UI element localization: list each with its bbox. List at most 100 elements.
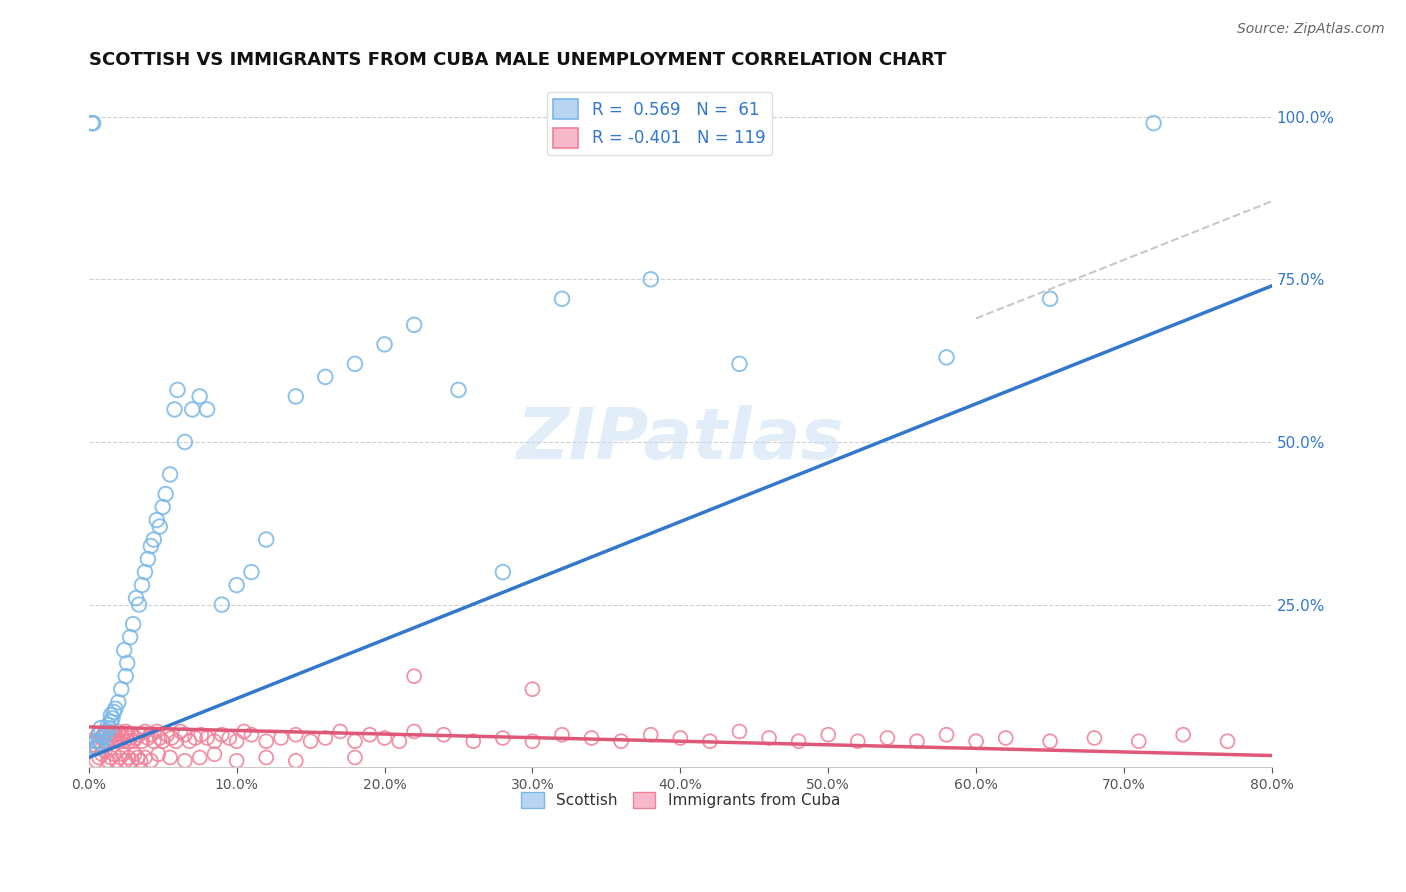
Point <box>935 351 957 365</box>
Point <box>299 734 322 748</box>
Point <box>101 724 124 739</box>
Point <box>104 728 127 742</box>
Point <box>136 552 159 566</box>
Point <box>184 731 207 745</box>
Point <box>156 728 179 742</box>
Point <box>188 750 211 764</box>
Point <box>640 728 662 742</box>
Point <box>166 383 188 397</box>
Point <box>935 728 957 742</box>
Point <box>965 734 987 748</box>
Point <box>1173 728 1195 742</box>
Point <box>93 728 115 742</box>
Point <box>142 533 165 547</box>
Point <box>173 728 195 742</box>
Point <box>165 734 187 748</box>
Point <box>152 500 174 514</box>
Point <box>163 402 186 417</box>
Point <box>669 731 692 745</box>
Point <box>84 734 107 748</box>
Point <box>1142 116 1164 130</box>
Point <box>128 598 150 612</box>
Point <box>97 734 120 748</box>
Point <box>111 747 134 762</box>
Point <box>146 513 169 527</box>
Point <box>728 357 751 371</box>
Point <box>87 750 110 764</box>
Point <box>103 734 125 748</box>
Point <box>388 734 411 748</box>
Point <box>79 734 101 748</box>
Point <box>284 754 307 768</box>
Point <box>118 734 141 748</box>
Point <box>159 467 181 482</box>
Point <box>101 711 124 725</box>
Point <box>876 731 898 745</box>
Point <box>110 682 132 697</box>
Point <box>139 728 162 742</box>
Point <box>105 754 128 768</box>
Point <box>87 734 110 748</box>
Point <box>204 747 226 762</box>
Point <box>190 728 212 742</box>
Point <box>758 731 780 745</box>
Point <box>159 750 181 764</box>
Point <box>82 738 104 752</box>
Point <box>173 434 195 449</box>
Point <box>112 734 135 748</box>
Point <box>134 724 156 739</box>
Point <box>121 728 143 742</box>
Point <box>104 702 127 716</box>
Point <box>1039 292 1062 306</box>
Point <box>128 728 150 742</box>
Point <box>905 734 928 748</box>
Point <box>84 740 107 755</box>
Point <box>433 728 456 742</box>
Point <box>1128 734 1150 748</box>
Point <box>94 734 117 748</box>
Point <box>125 591 148 606</box>
Point <box>82 116 104 130</box>
Point <box>610 734 633 748</box>
Point <box>211 728 233 742</box>
Point <box>284 389 307 403</box>
Point <box>114 754 136 768</box>
Point <box>87 728 110 742</box>
Point <box>111 731 134 745</box>
Point <box>148 747 170 762</box>
Point <box>211 598 233 612</box>
Point <box>195 402 218 417</box>
Point <box>149 519 172 533</box>
Point <box>105 731 128 745</box>
Point <box>115 728 138 742</box>
Point <box>181 402 204 417</box>
Point <box>254 750 277 764</box>
Point <box>373 337 395 351</box>
Point <box>86 740 108 755</box>
Point <box>728 724 751 739</box>
Point <box>86 728 108 742</box>
Point <box>91 747 114 762</box>
Point <box>131 734 153 748</box>
Point <box>103 747 125 762</box>
Point <box>83 734 105 748</box>
Point <box>108 750 131 764</box>
Point <box>581 731 603 745</box>
Point <box>139 539 162 553</box>
Point <box>131 578 153 592</box>
Point <box>373 731 395 745</box>
Point <box>343 750 366 764</box>
Point <box>118 750 141 764</box>
Point <box>173 754 195 768</box>
Point <box>146 724 169 739</box>
Point <box>97 718 120 732</box>
Point <box>122 617 145 632</box>
Point <box>152 734 174 748</box>
Point <box>120 731 142 745</box>
Point <box>134 750 156 764</box>
Point <box>1216 734 1239 748</box>
Point <box>254 734 277 748</box>
Point <box>404 669 426 683</box>
Point <box>225 754 247 768</box>
Text: SCOTTISH VS IMMIGRANTS FROM CUBA MALE UNEMPLOYMENT CORRELATION CHART: SCOTTISH VS IMMIGRANTS FROM CUBA MALE UN… <box>89 51 946 69</box>
